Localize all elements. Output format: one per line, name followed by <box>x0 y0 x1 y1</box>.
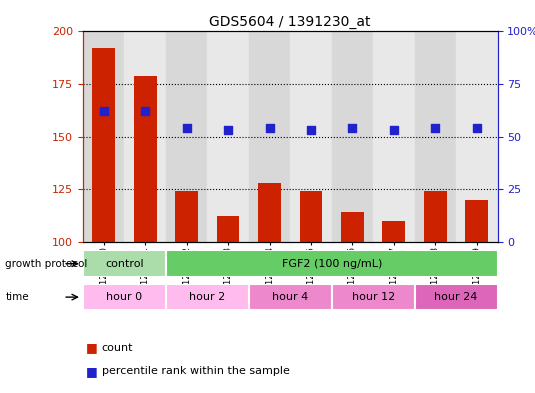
Bar <box>332 31 373 242</box>
Bar <box>166 250 498 277</box>
Bar <box>424 191 447 242</box>
Bar <box>415 31 456 242</box>
Bar <box>83 284 166 310</box>
Bar <box>249 284 332 310</box>
Bar <box>341 212 364 242</box>
Point <box>182 125 191 131</box>
Bar <box>134 75 157 242</box>
Point <box>389 127 398 133</box>
Text: ■: ■ <box>86 341 97 354</box>
Text: hour 0: hour 0 <box>106 292 142 302</box>
Bar <box>92 48 115 242</box>
Point <box>224 127 232 133</box>
Text: growth protocol: growth protocol <box>5 259 88 269</box>
Bar <box>83 250 166 277</box>
Bar <box>124 31 166 242</box>
Point <box>100 108 108 114</box>
Bar <box>300 191 323 242</box>
Bar <box>166 284 249 310</box>
Bar <box>456 31 498 242</box>
Bar <box>258 183 281 242</box>
Bar <box>415 284 498 310</box>
Bar <box>291 31 332 242</box>
Text: FGF2 (100 ng/mL): FGF2 (100 ng/mL) <box>281 259 382 269</box>
Point <box>307 127 315 133</box>
Text: hour 12: hour 12 <box>351 292 395 302</box>
Bar <box>383 220 406 242</box>
Text: hour 24: hour 24 <box>434 292 478 302</box>
Text: time: time <box>5 292 29 302</box>
Bar <box>166 31 208 242</box>
Bar <box>208 31 249 242</box>
Bar <box>83 31 124 242</box>
Point <box>348 125 357 131</box>
Point <box>265 125 274 131</box>
Text: count: count <box>102 343 133 353</box>
Text: ■: ■ <box>86 365 97 378</box>
Text: hour 2: hour 2 <box>189 292 225 302</box>
Bar <box>217 217 240 242</box>
Text: percentile rank within the sample: percentile rank within the sample <box>102 366 289 376</box>
Text: control: control <box>105 259 144 269</box>
Bar <box>373 31 415 242</box>
Point <box>141 108 149 114</box>
Bar <box>249 31 291 242</box>
Bar <box>332 284 415 310</box>
Bar <box>175 191 198 242</box>
Bar <box>465 200 488 242</box>
Point <box>431 125 440 131</box>
Text: hour 4: hour 4 <box>272 292 308 302</box>
Point <box>472 125 481 131</box>
Title: GDS5604 / 1391230_at: GDS5604 / 1391230_at <box>210 15 371 29</box>
